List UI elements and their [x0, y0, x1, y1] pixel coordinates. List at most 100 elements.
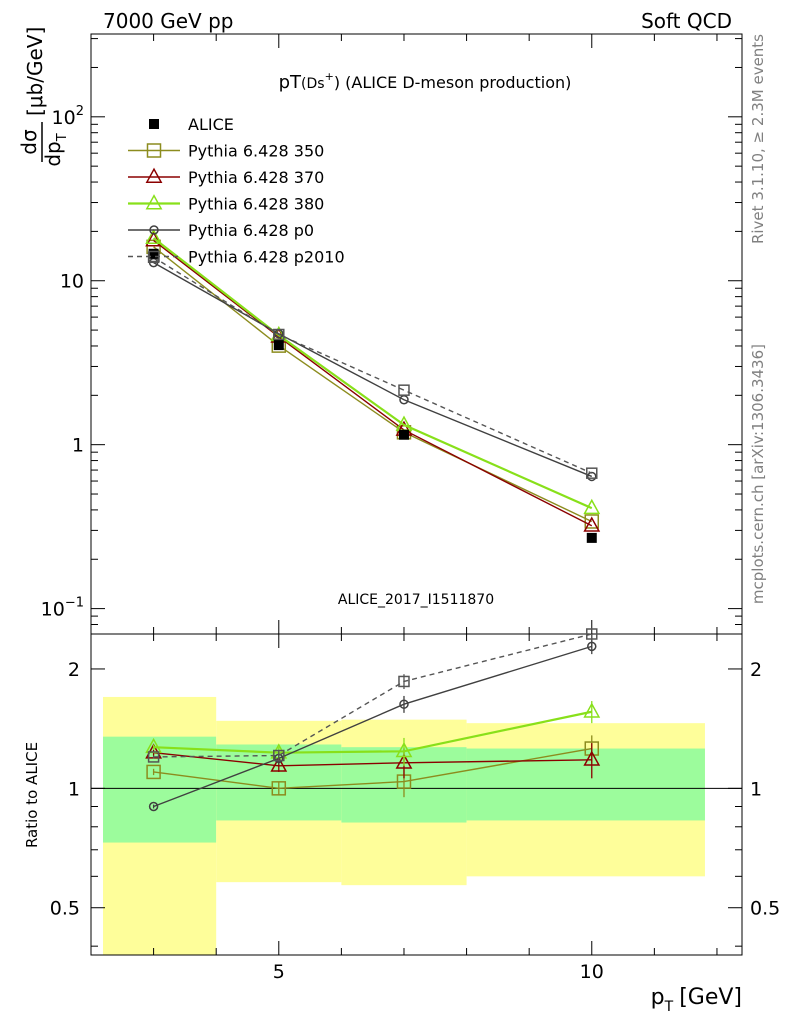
- watermark-label: ALICE_2017_I1511870: [338, 592, 494, 608]
- data-point: [399, 699, 409, 709]
- plot-title-sup: +: [325, 70, 334, 83]
- legend-label: Pythia 6.428 p0: [188, 221, 314, 240]
- legend-label: Pythia 6.428 350: [188, 142, 324, 161]
- data-point: [586, 467, 598, 479]
- ratio-tick-label: 2: [750, 659, 762, 681]
- plot-title: pT(Ds+) (ALICE D-meson production): [279, 70, 572, 93]
- ratio-series-p350: [146, 735, 600, 798]
- data-point: [398, 429, 409, 440]
- legend-label: Pythia 6.428 p2010: [188, 248, 345, 267]
- legend: ALICE Pythia 6.428 350 Pythia 6.428 370 Pyt…: [128, 115, 345, 267]
- x-axis-label-sub: T: [664, 999, 674, 1015]
- data-point: [273, 749, 285, 762]
- legend-item-p0: Pythia 6.428 p0: [128, 221, 314, 240]
- ratio-series-line: [153, 645, 592, 808]
- data-point: [583, 516, 601, 532]
- data-point: [395, 753, 413, 769]
- side-label-mcplots: mcplots.cern.ch [arXiv:1306.3436]: [749, 344, 767, 604]
- y-tick-label: 10: [60, 271, 84, 293]
- ratio-axis-ticks: 5 10 0.5 0.5 1 1 2 2: [50, 634, 780, 983]
- ratio-tick-label: 2: [68, 659, 80, 681]
- legend-label: Pythia 6.428 370: [188, 168, 324, 187]
- ratio-series-line: [153, 710, 592, 754]
- y-axis-label-unit: [μb/GeV]: [23, 27, 47, 116]
- legend-item-p2010: Pythia 6.428 p2010: [128, 248, 345, 267]
- ratio-uncertainty-bands: [91, 696, 742, 955]
- ratio-series-line: [153, 747, 592, 790]
- data-point: [147, 751, 160, 763]
- series-line: [153, 262, 593, 478]
- ratio-tick-label: 1: [68, 778, 80, 800]
- y-axis-label-top: dσ: [17, 129, 41, 155]
- x-axis-label: pT [GeV]: [651, 985, 742, 1015]
- x-axis-label-p: p: [651, 985, 665, 1010]
- series-p380: [145, 228, 601, 515]
- data-point: [270, 756, 288, 772]
- ratio-tick-label: 0.5: [50, 898, 80, 920]
- header-left: 7000 GeV pp: [103, 9, 234, 33]
- ratio-series-p0: [148, 638, 597, 812]
- data-point: [146, 764, 161, 780]
- data-point: [398, 675, 410, 688]
- y-axis-label-bottom: dpT: [41, 133, 70, 166]
- legend-item-alice: ALICE: [149, 115, 234, 134]
- data-point: [145, 231, 163, 247]
- legend-label: Pythia 6.428 380: [188, 195, 324, 214]
- series-line: [153, 239, 593, 527]
- series-p350: [146, 239, 600, 529]
- data-point: [148, 250, 160, 263]
- data-point: [145, 167, 163, 183]
- data-point: [583, 498, 601, 515]
- data-point: [273, 328, 285, 341]
- plot-title-main: pT: [279, 72, 302, 93]
- x-tick-label: 10: [580, 961, 604, 983]
- main-series-group: [145, 228, 601, 543]
- series-line: [153, 256, 593, 474]
- series-alice: [148, 248, 597, 543]
- data-point: [145, 228, 163, 245]
- data-point: [398, 384, 410, 396]
- legend-item-p370: Pythia 6.428 370: [128, 167, 324, 187]
- ratio-series-group: [145, 628, 601, 812]
- ratio-tick-label: 1: [750, 778, 762, 800]
- data-point: [584, 514, 600, 529]
- data-point: [586, 628, 598, 640]
- data-point: [149, 225, 159, 235]
- data-point: [148, 801, 159, 812]
- y-tick-label: 102: [52, 104, 84, 129]
- header-right: Soft QCD: [641, 9, 732, 33]
- series-p0: [148, 257, 597, 482]
- main-axis-ticks: 10−1 1 10 102: [41, 34, 742, 635]
- y-axis-label: dσ dpT [μb/GeV]: [17, 27, 70, 167]
- y-axis-label-bottom-sub: T: [55, 133, 70, 142]
- series-p370: [145, 231, 601, 532]
- y-tick-label: 10−1: [41, 596, 84, 621]
- ratio-series-line: [153, 751, 592, 767]
- x-tick-label: 5: [273, 961, 285, 983]
- data-point: [145, 194, 163, 210]
- data-point: [586, 532, 597, 543]
- legend-item-p380: Pythia 6.428 380: [128, 194, 324, 214]
- ratio-plot-frame: [90, 633, 743, 956]
- data-point: [149, 119, 159, 129]
- data-point: [273, 340, 284, 351]
- data-point: [395, 741, 413, 758]
- data-point: [271, 781, 287, 796]
- ratio-series-p2010: [147, 628, 598, 763]
- data-point: [148, 248, 159, 259]
- y-tick-label: 1: [72, 435, 84, 457]
- data-point: [583, 750, 601, 766]
- series-line: [152, 237, 593, 510]
- y-axis-label-bottom-p: dp: [41, 141, 65, 166]
- plot-title-sub: (Ds: [301, 76, 325, 92]
- series-p2010: [147, 251, 598, 479]
- legend-item-p350: Pythia 6.428 350: [128, 142, 324, 161]
- side-label-rivet: Rivet 3.1.10, ≥ 2.3M events: [749, 34, 767, 244]
- x-axis-label-unit: [GeV]: [679, 985, 742, 1010]
- data-point: [587, 641, 597, 652]
- data-point: [146, 143, 162, 158]
- plot-title-rest: ) (ALICE D-meson production): [334, 73, 572, 92]
- data-point: [583, 702, 601, 718]
- ratio-tick-label: 0.5: [750, 898, 780, 920]
